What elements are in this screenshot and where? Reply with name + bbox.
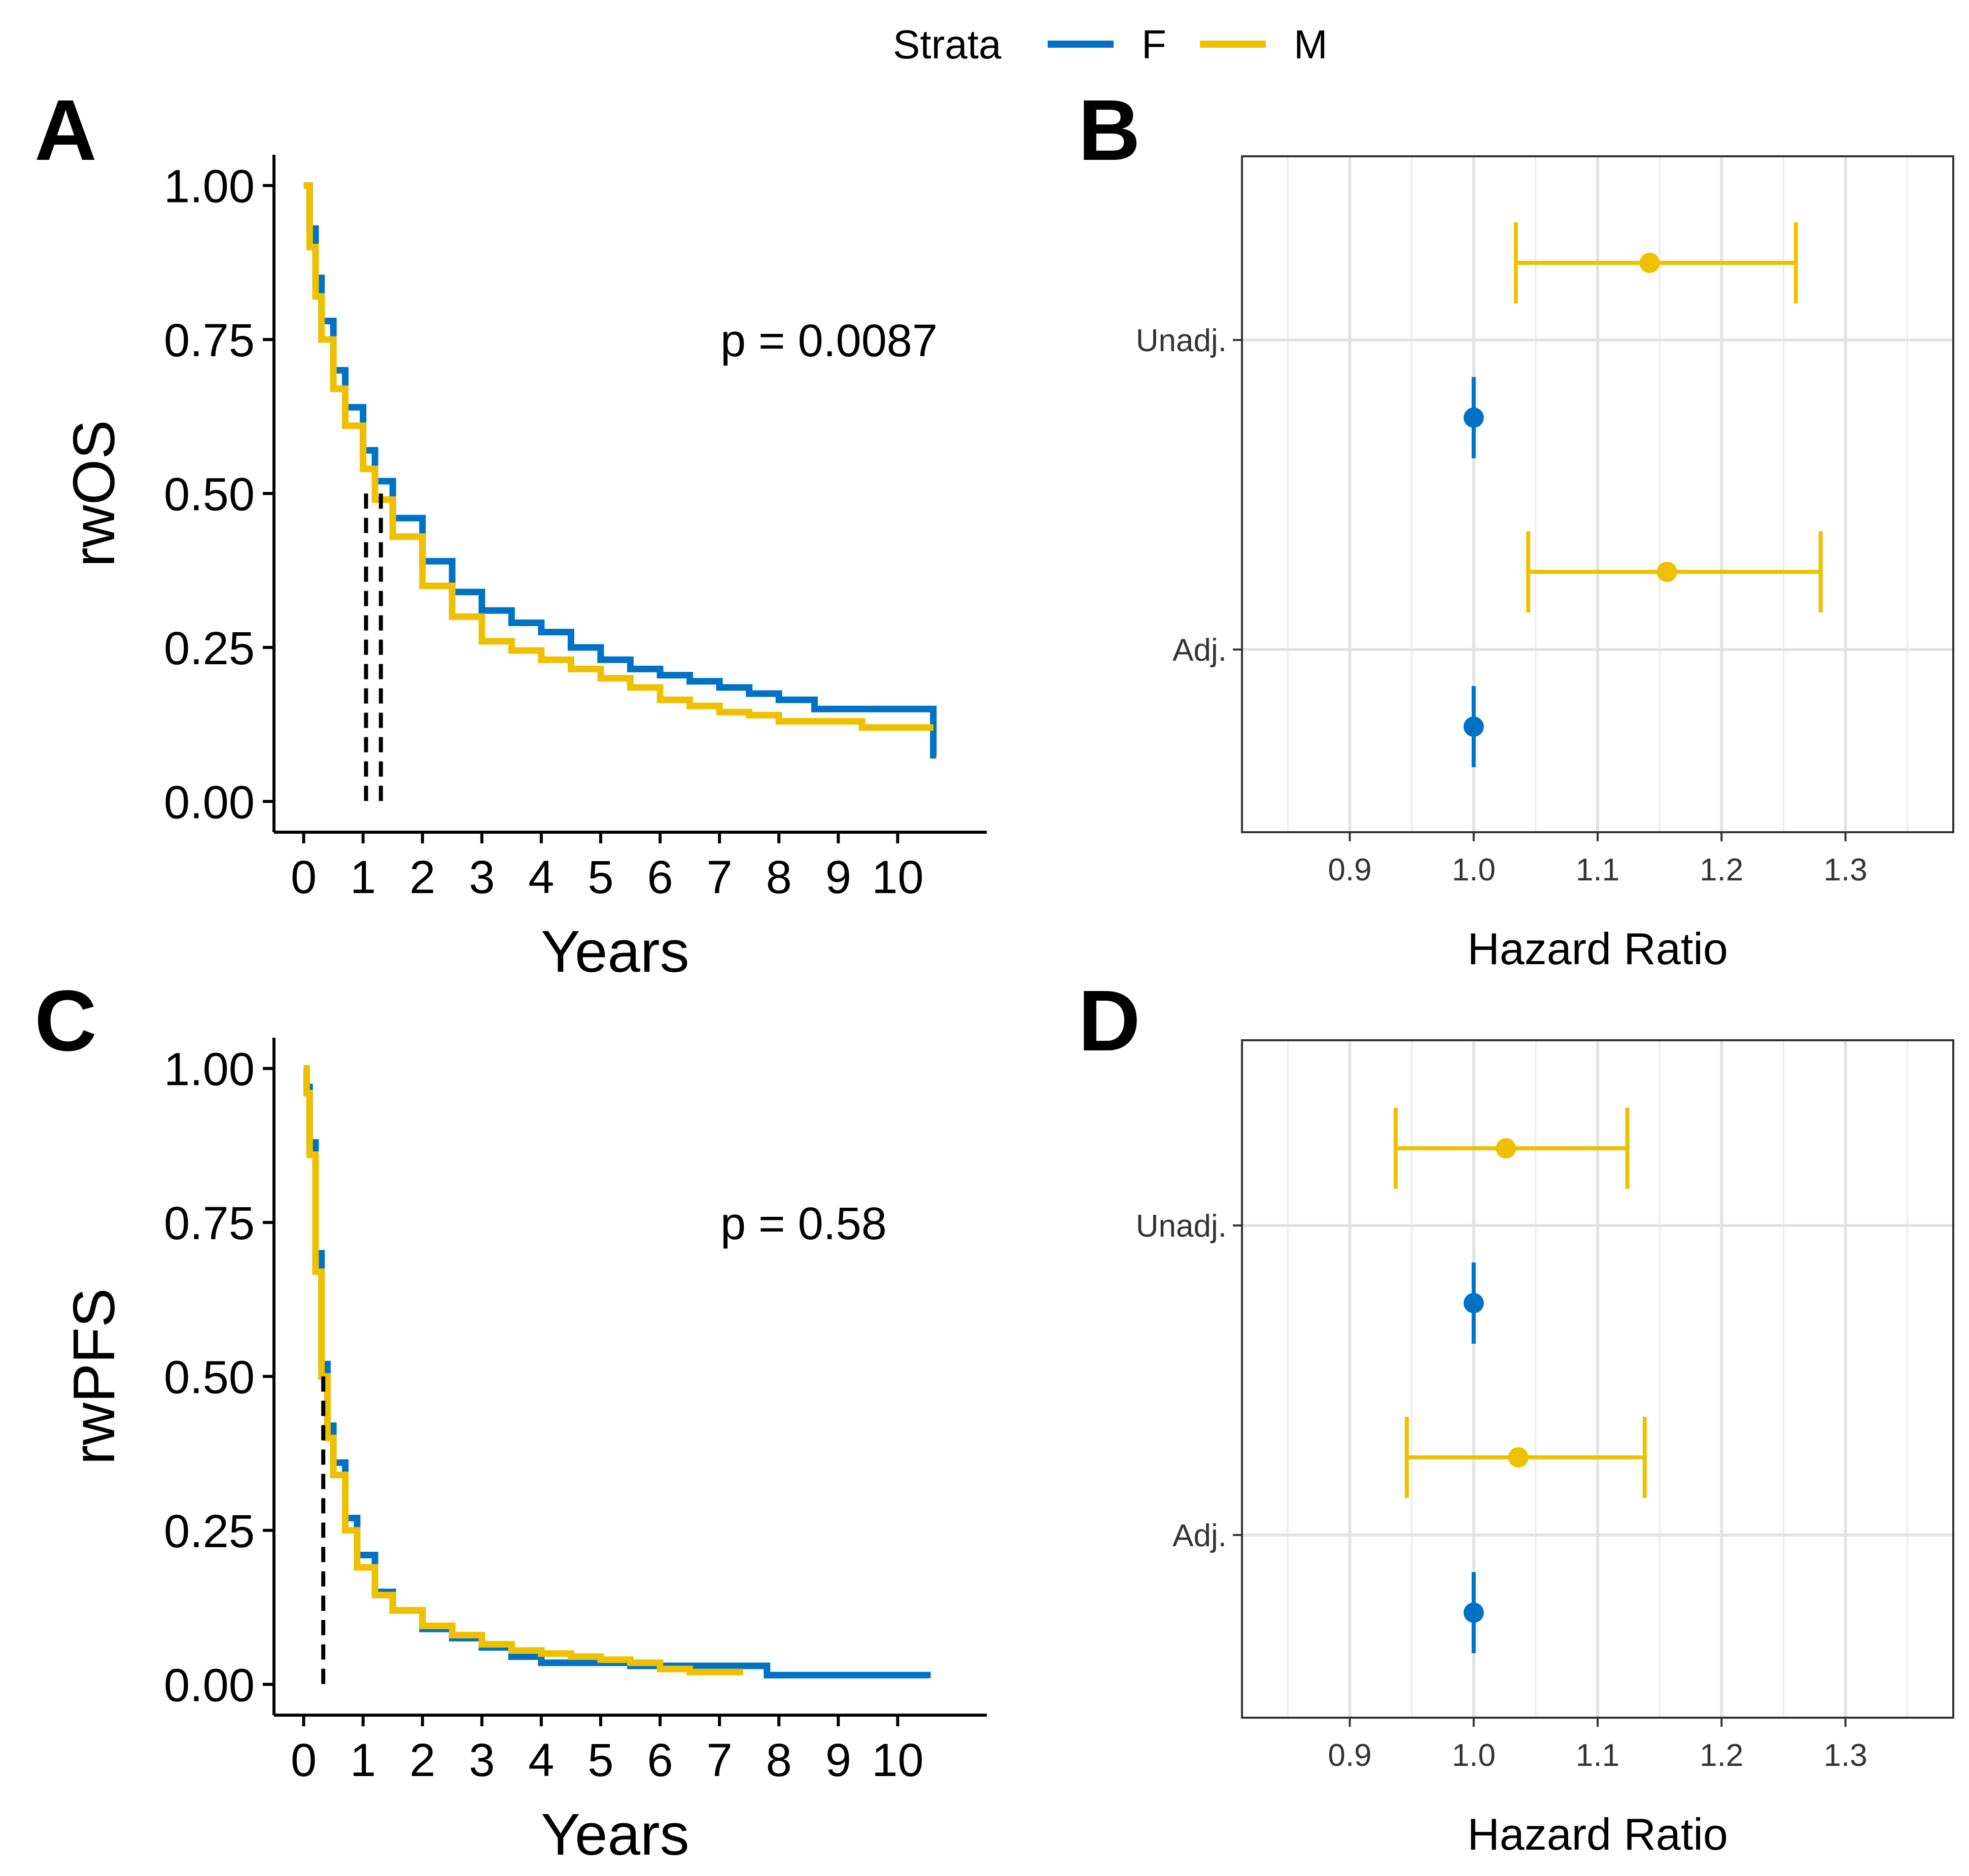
p-value-label: p = 0.58 [720, 1199, 887, 1249]
y-tick-label: 0.75 [164, 315, 255, 366]
y-tick-label: 1.00 [164, 1044, 255, 1096]
x-tick-label: 9 [825, 851, 851, 903]
x-tick-label: 3 [469, 851, 495, 903]
x-tick-label: 2 [409, 1734, 435, 1786]
p-value-label: p = 0.0087 [720, 316, 938, 366]
km-plot-rwpfs: 0.00 0.25 0.50 0.75 1.00 0 1 2 3 4 5 6 7 8 9 10 Years rwP… [61, 1038, 987, 1867]
group-label: Unadj. [1136, 323, 1227, 358]
x-tick-label: 1.0 [1452, 852, 1496, 888]
x-axis-title: Years [541, 1801, 689, 1867]
x-tick-label: 10 [872, 1734, 923, 1786]
x-tick-label: 7 [707, 851, 733, 903]
km-plot-rwos: 0.00 0.25 0.50 0.75 1.00 0 1 2 3 4 5 6 7 8 9 10 Years rwO… [61, 155, 987, 984]
panel-letter-a: A [34, 82, 97, 179]
km-curve-m [303, 1065, 743, 1676]
hr-point-m [1656, 562, 1677, 582]
forest-plot-rwpfs: 0.9 1.0 1.1 1.2 1.3 Unadj. Adj. Hazard Ratio [1136, 1039, 1954, 1859]
x-tick-label: 1.1 [1576, 852, 1619, 888]
hr-point-m [1496, 1138, 1516, 1158]
x-tick-label: 8 [766, 851, 792, 903]
x-tick-label: 1.3 [1823, 852, 1867, 888]
panel-letter-b: B [1078, 82, 1141, 179]
hr-point-m [1508, 1447, 1529, 1468]
x-tick-label: 0.9 [1328, 852, 1371, 888]
x-axis-title: Hazard Ratio [1467, 924, 1728, 974]
x-tick-label: 6 [647, 1734, 673, 1786]
x-tick-label: 1.0 [1452, 1738, 1496, 1773]
group-label: Unadj. [1136, 1209, 1227, 1244]
y-tick-label: 0.50 [164, 469, 255, 521]
x-tick-label: 8 [766, 1734, 792, 1786]
x-tick-label: 1 [350, 851, 376, 903]
x-tick-label: 2 [409, 851, 435, 903]
hr-point-f [1463, 407, 1484, 428]
y-tick-label: 0.25 [164, 1506, 255, 1557]
y-axis-title: rwPFS [61, 1288, 127, 1465]
y-axis-title: rwOS [61, 420, 127, 567]
x-tick-label: 1.2 [1700, 852, 1743, 888]
hr-point-f [1463, 1293, 1484, 1313]
x-tick-label: 4 [528, 851, 554, 903]
panel-letter-d: D [1078, 973, 1141, 1069]
x-tick-label: 0.9 [1328, 1738, 1371, 1773]
panel-letter-c: C [34, 973, 97, 1069]
x-tick-label: 9 [825, 1734, 851, 1786]
x-tick-label: 0 [291, 851, 317, 903]
y-tick-label: 1.00 [164, 161, 255, 213]
x-tick-label: 4 [528, 1734, 554, 1786]
x-tick-label: 1 [350, 1734, 376, 1786]
x-tick-label: 5 [588, 1734, 613, 1786]
x-tick-label: 10 [872, 851, 923, 903]
hr-point-f [1463, 1602, 1484, 1623]
group-label: Adj. [1172, 1518, 1227, 1553]
forest-plot-rwos: 0.9 1.0 1.1 1.2 1.3 Unadj. Adj. Hazard Ratio [1136, 155, 1954, 974]
legend-label-f: F [1142, 22, 1166, 67]
x-axis-title: Hazard Ratio [1467, 1809, 1728, 1859]
group-label: Adj. [1172, 633, 1227, 668]
y-tick-label: 0.50 [164, 1352, 255, 1404]
y-tick-label: 0.25 [164, 623, 255, 674]
x-tick-label: 1.2 [1700, 1738, 1743, 1773]
legend-title: Strata [893, 22, 1001, 67]
x-tick-label: 3 [469, 1734, 495, 1786]
x-axis-title: Years [541, 918, 689, 984]
legend: Strata F M [893, 22, 1328, 67]
y-tick-label: 0.00 [164, 776, 255, 828]
x-tick-label: 1.1 [1576, 1738, 1619, 1773]
km-curve-f [303, 182, 937, 759]
km-curve-m [303, 182, 934, 731]
x-tick-label: 5 [588, 851, 613, 903]
x-tick-label: 6 [647, 851, 673, 903]
y-tick-label: 0.75 [164, 1198, 255, 1249]
legend-label-m: M [1294, 22, 1328, 67]
x-tick-label: 7 [707, 1734, 733, 1786]
x-tick-label: 0 [291, 1734, 317, 1786]
km-curve-f [303, 1065, 931, 1679]
hr-point-f [1463, 717, 1484, 737]
y-tick-label: 0.00 [164, 1659, 255, 1711]
x-tick-label: 1.3 [1823, 1738, 1867, 1773]
hr-point-m [1639, 253, 1660, 273]
